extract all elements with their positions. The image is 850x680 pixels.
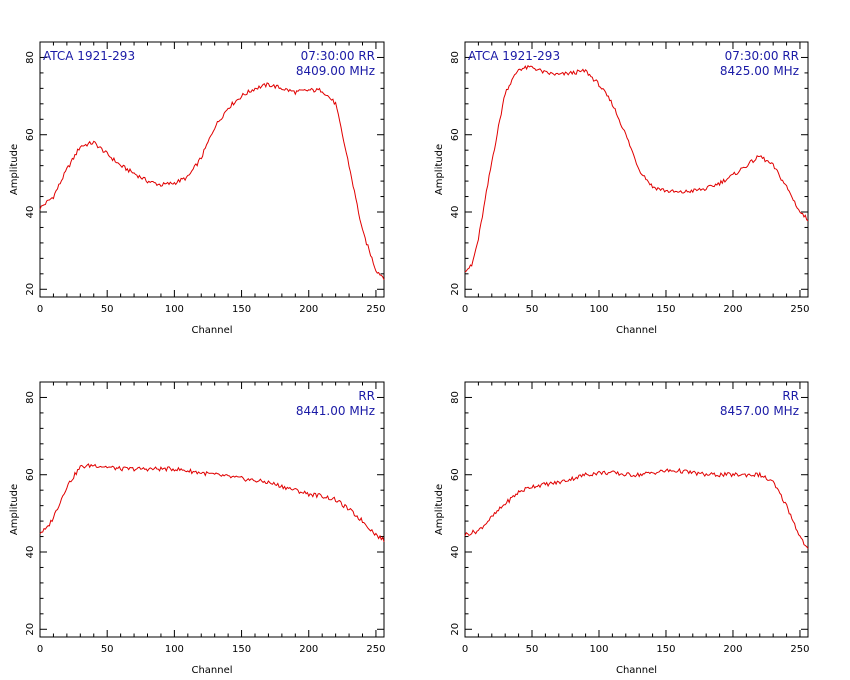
- plot-frame: [39, 41, 385, 298]
- y-tick-label: 40: [450, 546, 461, 559]
- source-annotation: ATCA 1921-293: [43, 49, 135, 63]
- plot-frame: [39, 381, 385, 638]
- x-tick-label: 50: [526, 304, 539, 315]
- y-tick-label: 80: [450, 51, 461, 64]
- x-tick-label: 0: [37, 644, 43, 655]
- frequency-annotation: 8425.00 MHz: [720, 64, 799, 78]
- panel-1: 0 50 100 150 200 250 20 40 60 80 Channel Amplitude A…: [9, 41, 385, 336]
- x-tick-label: 200: [299, 644, 318, 655]
- time-pol-annotation: 07:30:00 RR: [725, 49, 799, 63]
- y-tick-label: 20: [25, 283, 36, 296]
- y-tick-label: 40: [25, 206, 36, 219]
- spectrum-line: [464, 467, 809, 549]
- spectrum-line: [464, 64, 809, 273]
- y-tick-label: 80: [25, 51, 36, 64]
- y-tick-label: 40: [25, 546, 36, 559]
- x-tick-label: 150: [656, 644, 675, 655]
- x-tick-label: 100: [589, 304, 608, 315]
- x-tick-label: 50: [526, 644, 539, 655]
- y-tick-label: 60: [450, 468, 461, 481]
- x-tick-label: 200: [299, 304, 318, 315]
- x-tick-label: 150: [232, 304, 251, 315]
- y-tick-label: 20: [450, 623, 461, 636]
- panel-3: 0 50 100 150 200 250 20 40 60 80 Channel Amplitude R…: [9, 381, 385, 676]
- x-tick-label: 100: [165, 644, 184, 655]
- x-axis-label: Channel: [191, 665, 232, 676]
- x-tick-label: 50: [101, 304, 114, 315]
- x-axis-label: Channel: [191, 325, 232, 336]
- x-tick-label: 150: [656, 304, 675, 315]
- x-tick-label: 50: [101, 644, 114, 655]
- plot-frame: [464, 41, 809, 298]
- x-tick-label: 200: [723, 304, 742, 315]
- x-tick-label: 100: [589, 644, 608, 655]
- spectrum-line: [39, 82, 385, 280]
- y-tick-label: 60: [25, 468, 36, 481]
- panel-4: 0 50 100 150 200 250 20 40 60 80 Channel Amplitude R…: [434, 381, 810, 676]
- y-tick-label: 80: [25, 391, 36, 404]
- y-tick-label: 60: [25, 128, 36, 141]
- plot-frame: [464, 381, 809, 638]
- y-tick-label: 20: [25, 623, 36, 636]
- frequency-annotation: 8441.00 MHz: [296, 404, 375, 418]
- frequency-annotation: 8457.00 MHz: [720, 404, 799, 418]
- x-tick-label: 250: [366, 304, 385, 315]
- x-tick-label: 250: [366, 644, 385, 655]
- y-tick-label: 20: [450, 283, 461, 296]
- y-axis-label: Amplitude: [434, 484, 445, 535]
- y-tick-label: 60: [450, 128, 461, 141]
- spectrum-line: [39, 463, 385, 543]
- y-axis-label: Amplitude: [434, 144, 445, 195]
- x-axis-label: Channel: [616, 325, 657, 336]
- time-pol-annotation: 07:30:00 RR: [301, 49, 375, 63]
- x-tick-label: 250: [790, 304, 809, 315]
- frequency-annotation: 8409.00 MHz: [296, 64, 375, 78]
- x-tick-label: 0: [37, 304, 43, 315]
- y-axis-label: Amplitude: [9, 144, 20, 195]
- x-tick-label: 200: [723, 644, 742, 655]
- y-tick-label: 80: [450, 391, 461, 404]
- x-tick-label: 100: [165, 304, 184, 315]
- y-axis-label: Amplitude: [9, 484, 20, 535]
- y-tick-label: 40: [450, 206, 461, 219]
- x-tick-label: 0: [462, 644, 468, 655]
- x-tick-label: 0: [462, 304, 468, 315]
- x-tick-label: 150: [232, 644, 251, 655]
- time-pol-annotation: RR: [782, 389, 799, 403]
- time-pol-annotation: RR: [358, 389, 375, 403]
- x-tick-label: 250: [790, 644, 809, 655]
- x-axis-label: Channel: [616, 665, 657, 676]
- source-annotation: ATCA 1921-293: [468, 49, 560, 63]
- panel-2: 0 50 100 150 200 250 20 40 60 80 Channel Amplitude A…: [434, 41, 810, 336]
